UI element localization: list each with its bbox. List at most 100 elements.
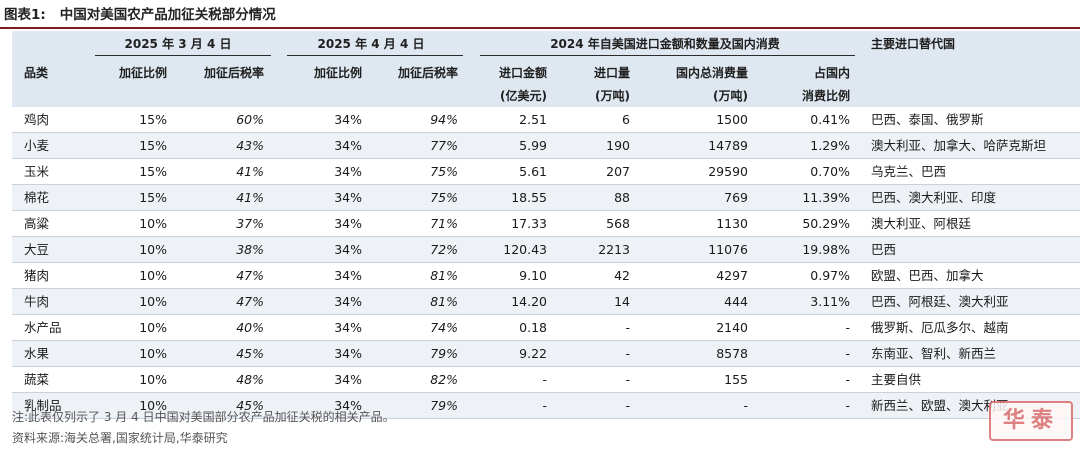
figure-caption: 中国对美国农产品加征关税部分情况 [59, 7, 276, 23]
table-header [12, 31, 1080, 107]
cell-subs: 巴西、澳大利亚、印度 [871, 190, 997, 205]
header-import-value-unit: (亿美元) [500, 89, 547, 103]
cell-qty: 88 [614, 190, 630, 205]
header-import-value: 进口金额 [498, 66, 547, 80]
watermark-stamp: 华泰 [989, 401, 1073, 441]
cell-mar-rate: 10% [139, 294, 167, 309]
cell-cat: 大豆 [24, 242, 50, 257]
figure-label: 图表1: [4, 7, 46, 23]
cell-apr-rate: 34% [334, 294, 362, 309]
cell-value: 5.61 [519, 164, 547, 179]
cell-mar-rate: 10% [139, 268, 167, 283]
header-substitutes: 主要进口替代国 [871, 37, 956, 51]
cell-value: 17.33 [511, 216, 547, 231]
cell-share: - [845, 346, 850, 361]
table-row: 水果 10% 45% 34% 79% 9.22 - 8578 - 东南亚、智利、新西兰 [12, 341, 1080, 367]
cell-share: - [845, 320, 850, 335]
cell-apr-rate: 34% [334, 372, 362, 387]
cell-cat: 棉花 [24, 190, 50, 205]
cell-share: - [845, 398, 850, 413]
cell-share: 0.97% [810, 268, 850, 283]
header-apr-rate: 加征比例 [313, 66, 362, 80]
table-row: 玉米 15% 41% 34% 75% 5.61 207 29590 0.70% 乌克兰、巴西 [12, 159, 1080, 185]
cell-subs: 巴西、阿根廷、澳大利亚 [871, 294, 1009, 309]
title-rule [0, 27, 1080, 29]
cell-value: - [542, 372, 547, 387]
cell-apr-after: 77% [430, 138, 458, 153]
cell-mar-after: 60% [236, 112, 264, 127]
table-note: 注:此表仅列示了 3 月 4 日中国对美国部分农产品加征关税的相关产品。 [12, 410, 395, 424]
table-row: 棉花 15% 41% 34% 75% 18.55 88 769 11.39% 巴西、澳大利亚、印度 [12, 185, 1080, 211]
cell-mar-after: 43% [236, 138, 264, 153]
cell-share: 0.70% [810, 164, 850, 179]
cell-cat: 乳制品 [24, 398, 62, 413]
cell-subs: 欧盟、巴西、加拿大 [871, 268, 984, 283]
cell-qty: 42 [614, 268, 630, 283]
cell-mar-after: 41% [236, 164, 264, 179]
cell-qty: - [625, 346, 630, 361]
table-body: 鸡肉 15% 60% 34% 94% 2.51 6 1500 0.41% 巴西、泰国、俄罗斯 小麦 1… [12, 107, 1080, 419]
header-consumption-unit: (万吨) [713, 89, 748, 103]
watermark-text: 华泰 [1002, 408, 1059, 433]
cell-qty: 190 [606, 138, 630, 153]
cell-value: 14.20 [511, 294, 547, 309]
cell-cat: 玉米 [24, 164, 50, 179]
cell-value: 5.99 [519, 138, 547, 153]
cell-apr-rate: 34% [334, 216, 362, 231]
cell-value: 18.55 [511, 190, 547, 205]
cell-mar-rate: 15% [139, 164, 167, 179]
cell-cons: 1500 [716, 112, 748, 127]
cell-share: 11.39% [802, 190, 850, 205]
header-import-qty-unit: (万吨) [595, 89, 630, 103]
cell-qty: 568 [606, 216, 630, 231]
cell-cat: 猪肉 [24, 268, 50, 283]
table-row: 蔬菜 10% 48% 34% 82% - - 155 - 主要自供 [12, 367, 1080, 393]
table-row: 牛肉 10% 47% 34% 81% 14.20 14 444 3.11% 巴西、阿根廷、澳大利亚 [12, 289, 1080, 315]
cell-apr-rate: 34% [334, 164, 362, 179]
cell-mar-rate: 15% [139, 190, 167, 205]
header-rule-apr [287, 55, 463, 56]
cell-apr-rate: 34% [334, 320, 362, 335]
cell-share: 19.98% [802, 242, 850, 257]
cell-value: 2.51 [519, 112, 547, 127]
cell-mar-rate: 10% [139, 372, 167, 387]
cell-share: - [845, 372, 850, 387]
header-import-qty: 进口量 [593, 66, 630, 80]
header-mar-rate: 加征比例 [118, 66, 167, 80]
cell-value: - [542, 398, 547, 413]
cell-apr-rate: 34% [334, 190, 362, 205]
table-row: 乳制品 10% 45% 34% 79% - - - - 新西兰、欧盟、澳大利亚 [12, 393, 1080, 419]
cell-mar-after: 38% [236, 242, 264, 257]
cell-cons: 2140 [716, 320, 748, 335]
cell-cons: 444 [724, 294, 748, 309]
cell-qty: 207 [606, 164, 630, 179]
cell-cat: 小麦 [24, 138, 50, 153]
cell-apr-rate: 34% [334, 346, 362, 361]
table-row: 猪肉 10% 47% 34% 81% 9.10 42 4297 0.97% 欧盟、巴西、加拿大 [12, 263, 1080, 289]
cell-apr-after: 74% [430, 320, 458, 335]
cell-apr-after: 81% [430, 268, 458, 283]
cell-share: 3.11% [810, 294, 850, 309]
cell-apr-rate: 34% [334, 138, 362, 153]
cell-subs: 乌克兰、巴西 [871, 164, 947, 179]
header-category: 品类 [24, 66, 49, 80]
cell-apr-after: 79% [430, 346, 458, 361]
header-apr-after: 加征后税率 [397, 66, 458, 80]
cell-qty: 6 [622, 112, 630, 127]
header-group-imports: 2024 年自美国进口金额和数量及国内消费 [550, 37, 780, 51]
cell-cat: 牛肉 [24, 294, 50, 309]
header-share: 占国内 [813, 66, 850, 80]
header-group-apr: 2025 年 4 月 4 日 [317, 37, 425, 51]
cell-mar-rate: 10% [139, 216, 167, 231]
cell-cat: 水果 [24, 346, 50, 361]
cell-cons: 1130 [716, 216, 748, 231]
cell-cons: 29590 [708, 164, 748, 179]
cell-mar-after: 47% [236, 268, 264, 283]
cell-mar-rate: 10% [139, 320, 167, 335]
header-share-2: 消费比例 [801, 89, 850, 103]
table-row: 鸡肉 15% 60% 34% 94% 2.51 6 1500 0.41% 巴西、泰国、俄罗斯 [12, 107, 1080, 133]
cell-cat: 高粱 [24, 216, 50, 231]
cell-cons: 155 [724, 372, 748, 387]
cell-value: 9.22 [519, 346, 547, 361]
table-title: 图表1: 中国对美国农产品加征关税部分情况 [4, 3, 276, 27]
